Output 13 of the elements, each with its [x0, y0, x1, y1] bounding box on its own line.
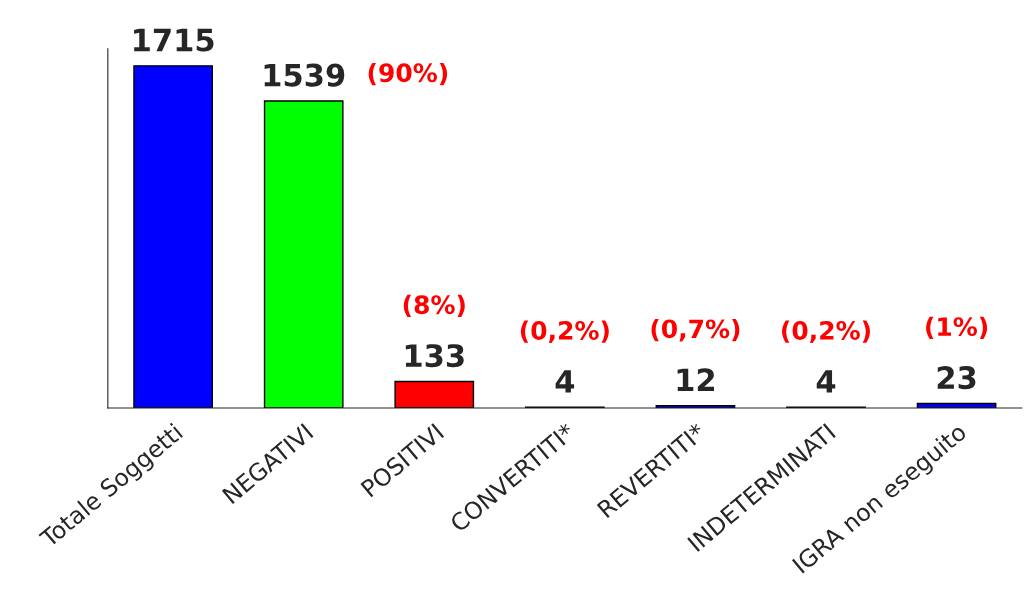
- annotation: (0,7%): [651, 318, 740, 342]
- annotation: (8%): [403, 294, 465, 318]
- annotation: (1%): [926, 316, 988, 340]
- data-label: 12: [677, 368, 715, 391]
- data-label: 23: [937, 366, 976, 390]
- data-label: 1715: [134, 28, 214, 52]
- annotation: (0,2%): [520, 320, 609, 344]
- data-label: 4: [555, 370, 575, 393]
- data-label: 133: [405, 344, 464, 368]
- data-label: 1539: [264, 63, 345, 87]
- data-label: 4: [816, 370, 836, 393]
- annotation: (0,2%): [782, 320, 870, 344]
- annotation: (90%): [368, 62, 448, 86]
